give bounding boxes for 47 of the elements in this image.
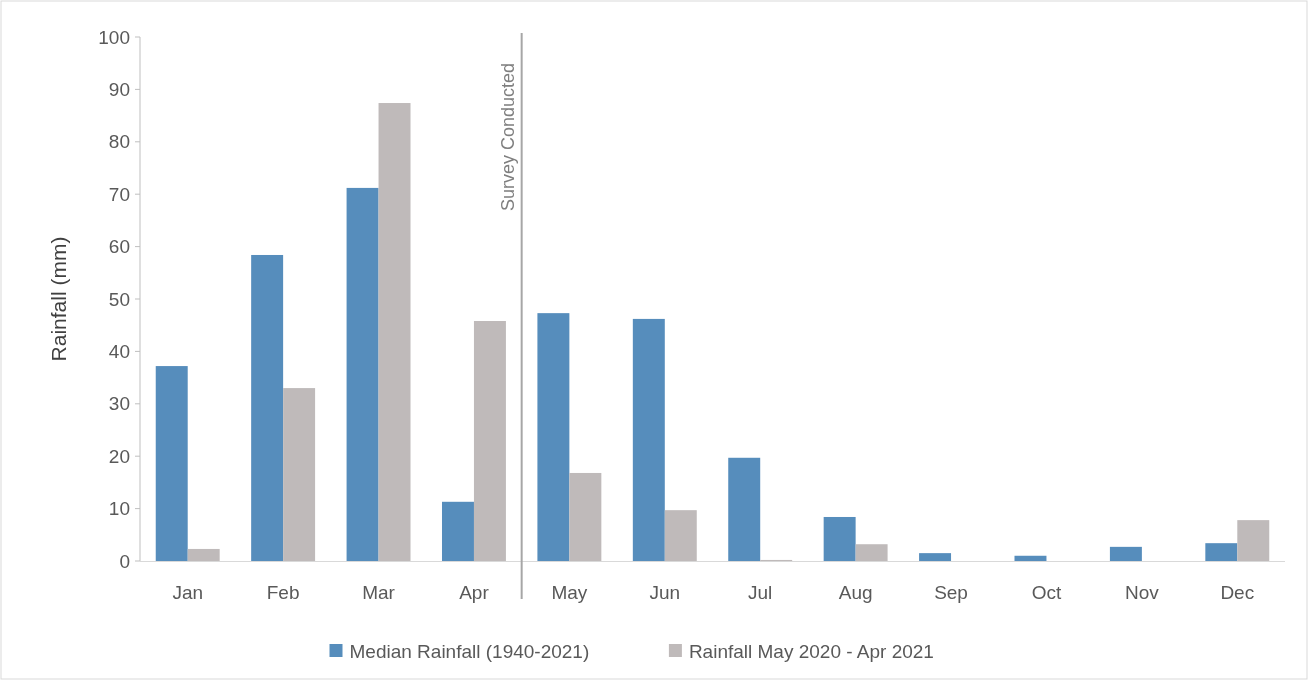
bar [569,472,602,561]
y-axis-title: Rainfall (mm) [47,236,70,362]
y-tick-label: 70 [108,183,130,205]
bar [283,388,316,561]
legend-label: Rainfall May 2020 - Apr 2021 [688,640,934,662]
bar [823,516,856,561]
x-tick-label: Apr [459,582,490,603]
x-tick-label: Jan [172,582,204,603]
annotation: Survey Conducted [497,63,518,212]
y-tick-label: 100 [98,26,130,48]
x-tick-label: Feb [266,582,300,603]
x-tick-label: Aug [838,582,873,603]
bar [473,321,506,561]
bar [919,553,952,561]
y-tick-label: 50 [108,288,130,310]
bar [855,544,888,561]
y-tick-label: 20 [108,445,130,467]
x-tick-label: Mar [362,582,396,603]
legend-label: Median Rainfall (1940-2021) [349,640,590,662]
y-tick-label: 10 [108,498,130,520]
bar [346,187,379,561]
bar [155,366,188,561]
y-tick-label: 80 [108,131,130,153]
x-tick-label: Jul [748,582,773,603]
x-tick-label: Nov [1124,582,1160,603]
bar [187,548,220,561]
x-tick-label: Dec [1220,582,1255,603]
x-tick-label: Jun [649,582,681,603]
bar [1205,543,1238,561]
bar [1237,520,1270,561]
y-tick-label: 60 [108,236,130,258]
bar [728,457,761,561]
bar [1014,555,1047,561]
y-tick-label: 30 [108,393,130,415]
y-tick-label: 40 [108,341,130,363]
bar [537,313,570,561]
x-tick-label: May [551,582,588,603]
bar [632,318,665,561]
bar [1109,546,1142,561]
x-tick-label: Sep [934,582,968,603]
bar [441,501,474,561]
bar [378,103,411,561]
x-tick-label: Oct [1031,582,1062,603]
y-tick-label: 90 [108,79,130,101]
bar [664,510,697,561]
y-tick-label: 0 [119,550,130,572]
bar [251,254,284,561]
